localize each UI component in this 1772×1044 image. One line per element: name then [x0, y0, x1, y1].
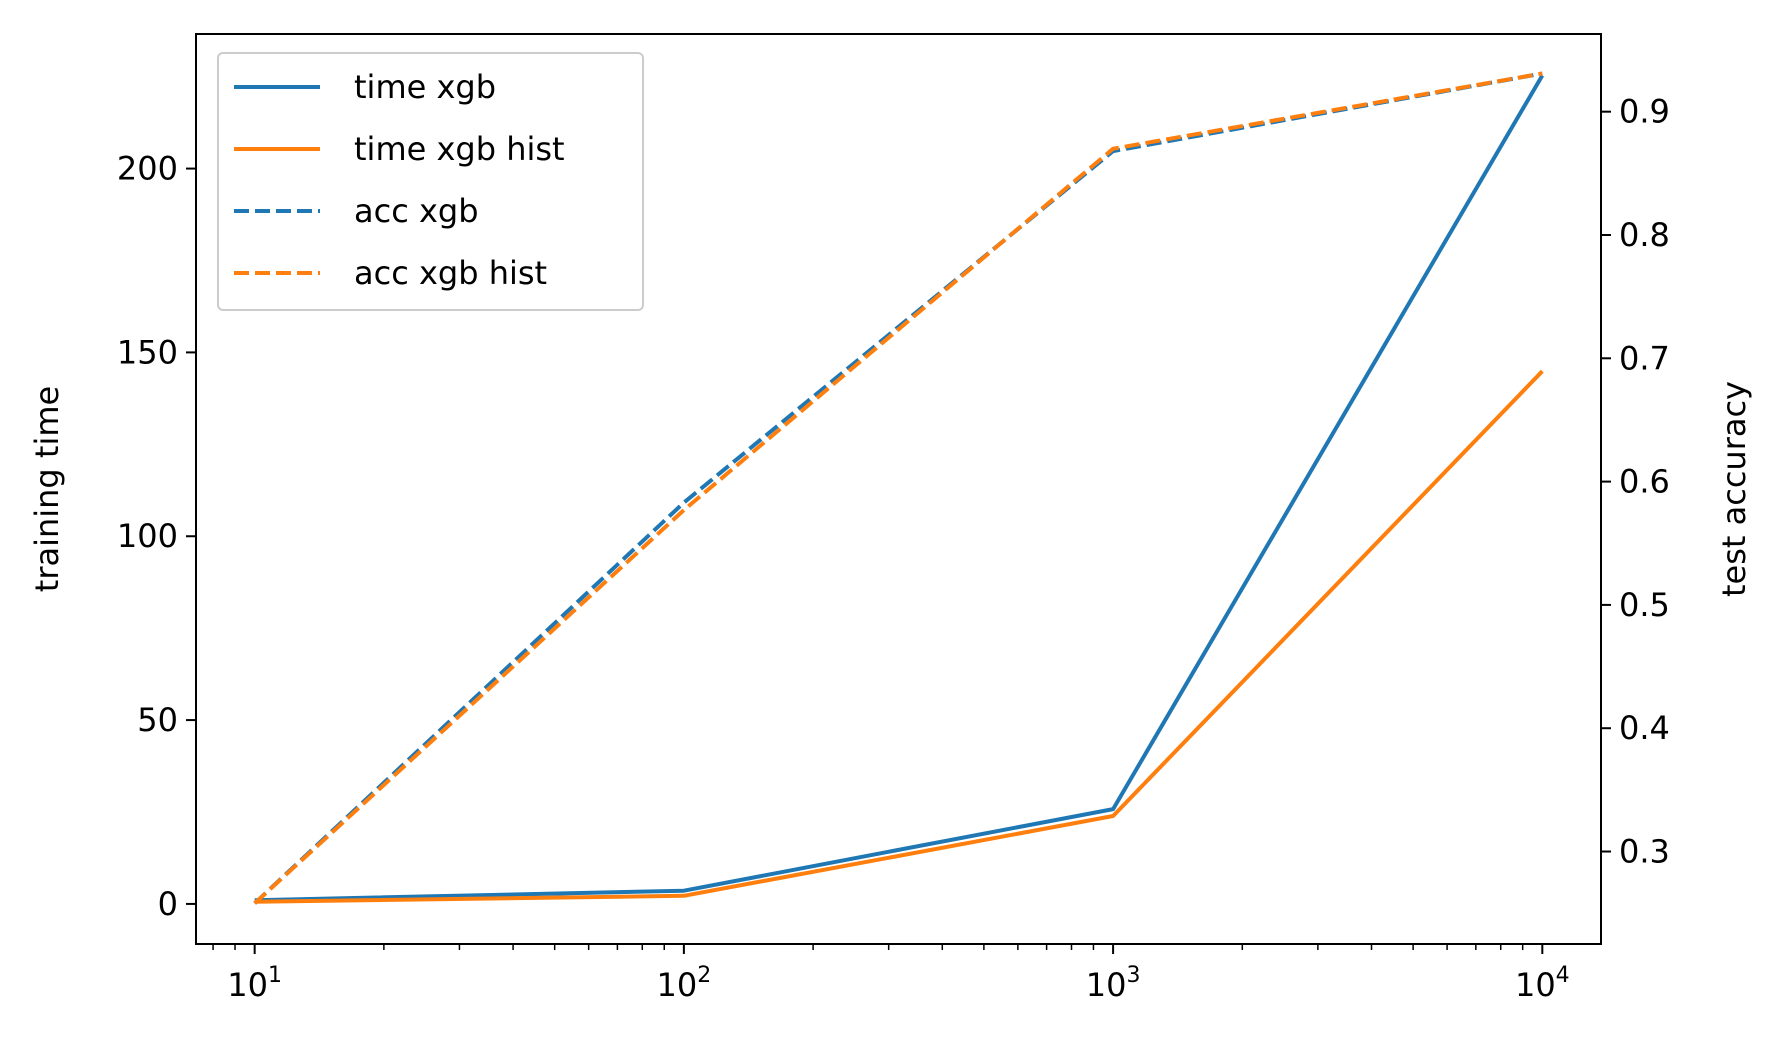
y-left-tick-label: 50: [137, 701, 178, 739]
y-left-tick-label: 150: [117, 333, 178, 371]
y-left-tick-label: 200: [117, 150, 178, 188]
legend-box: [217, 52, 644, 311]
series-line-3: [253, 71, 1543, 905]
y-left-tick-label: 0: [158, 885, 178, 923]
legend-label-0: time xgb: [354, 68, 496, 106]
y-right-tick-label: 0.8: [1619, 216, 1670, 254]
x-tick-label: 102: [657, 963, 712, 1004]
y-right-axis-label: test accuracy: [1715, 381, 1753, 597]
y-right-tick-label: 0.6: [1619, 463, 1670, 501]
series-layer: [253, 71, 1545, 905]
x-tick-label: 104: [1515, 963, 1570, 1004]
series-line-0: [254, 74, 1545, 903]
y-left-tick-label: 100: [117, 517, 178, 555]
legend-label-1: time xgb hist: [354, 130, 565, 168]
x-tick-label: 103: [1086, 963, 1141, 1004]
legend-label-2: acc xgb: [354, 192, 479, 230]
y-right-tick-label: 0.3: [1619, 833, 1670, 871]
y-right-tick-label: 0.9: [1619, 93, 1670, 131]
series-line-1: [254, 369, 1544, 904]
y-right-tick-label: 0.7: [1619, 339, 1670, 377]
y-right-tick-label: 0.4: [1619, 709, 1670, 747]
y-right-tick-label: 0.5: [1619, 586, 1670, 624]
axes-frame: [195, 33, 1602, 945]
legend-label-3: acc xgb hist: [354, 254, 547, 292]
axes-layer: 101 102 103 104 0 50 100 150 200 0.3 0.4 0.5 0.6 0.7 0…: [28, 33, 1753, 1004]
y-left-axis-label: training time: [28, 386, 66, 592]
x-tick-label: 101: [227, 963, 282, 1004]
legend: time xgb time xgb hist acc xgb acc xgb hist: [217, 52, 644, 311]
